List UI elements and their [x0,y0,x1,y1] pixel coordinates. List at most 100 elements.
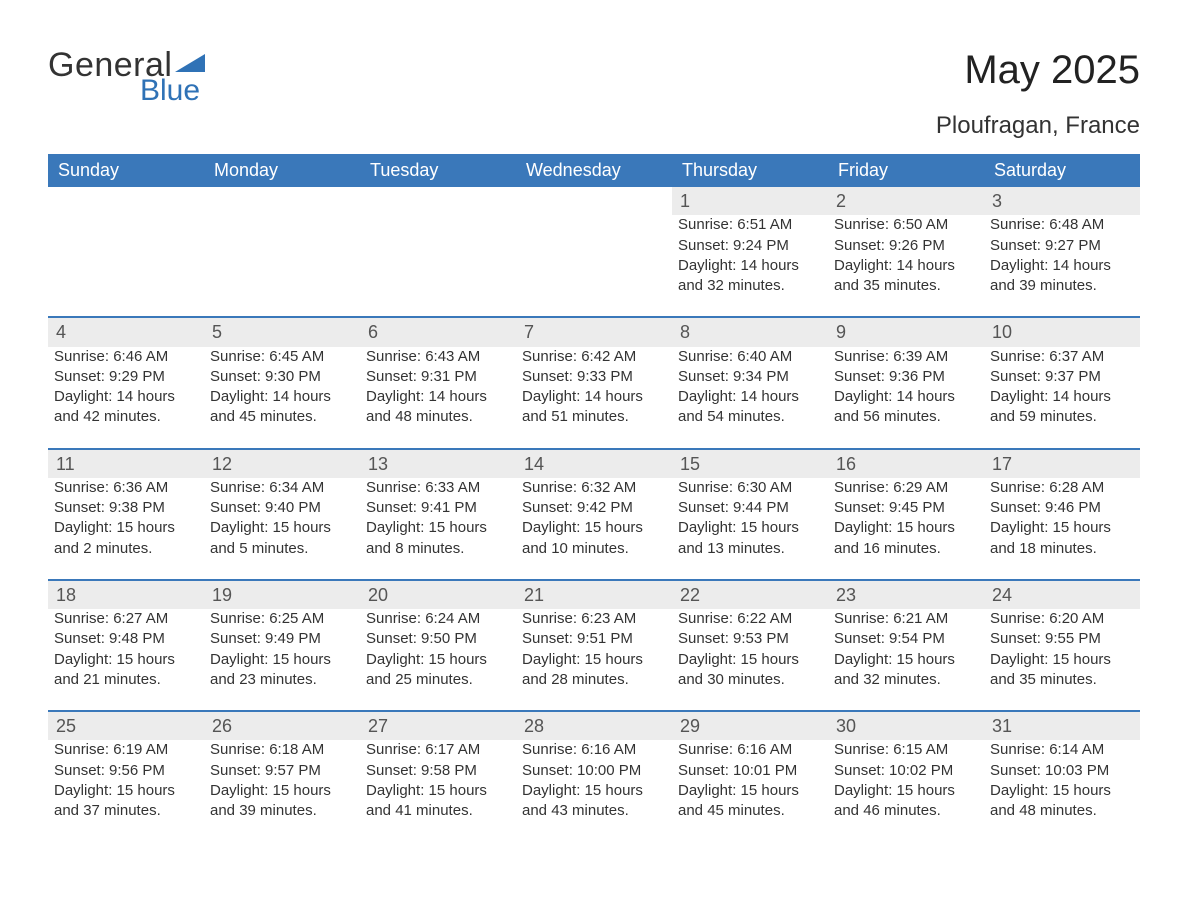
sunset-text: Sunset: 9:36 PM [834,367,978,387]
day2-text: and 16 minutes. [834,539,978,559]
sunset-text: Sunset: 9:31 PM [366,367,510,387]
day1-text: Daylight: 14 hours [210,387,354,407]
day-number-cell: 28 [516,711,672,740]
col-saturday: Saturday [984,154,1140,187]
sunset-text: Sunset: 9:41 PM [366,498,510,518]
day-detail-cell: Sunrise: 6:14 AMSunset: 10:03 PMDaylight… [984,740,1140,841]
sunrise-text: Sunrise: 6:28 AM [990,478,1134,498]
day1-text: Daylight: 15 hours [678,781,822,801]
day-detail-cell: Sunrise: 6:16 AMSunset: 10:01 PMDaylight… [672,740,828,841]
day1-text: Daylight: 15 hours [678,518,822,538]
day-number-cell: 27 [360,711,516,740]
day2-text: and 56 minutes. [834,407,978,427]
day-detail-cell: Sunrise: 6:21 AMSunset: 9:54 PMDaylight:… [828,609,984,711]
day1-text: Daylight: 15 hours [210,781,354,801]
col-friday: Friday [828,154,984,187]
day2-text: and 41 minutes. [366,801,510,821]
day-number-cell: 4 [48,317,204,346]
day-number-cell [48,187,204,215]
day1-text: Daylight: 14 hours [678,256,822,276]
day2-text: and 5 minutes. [210,539,354,559]
day-detail-cell: Sunrise: 6:51 AMSunset: 9:24 PMDaylight:… [672,215,828,317]
day2-text: and 42 minutes. [54,407,198,427]
day-number-cell: 20 [360,580,516,609]
day-detail-cell: Sunrise: 6:29 AMSunset: 9:45 PMDaylight:… [828,478,984,580]
day-number-row: 25262728293031 [48,711,1140,740]
day2-text: and 39 minutes. [210,801,354,821]
col-wednesday: Wednesday [516,154,672,187]
day-detail-cell: Sunrise: 6:18 AMSunset: 9:57 PMDaylight:… [204,740,360,841]
sunset-text: Sunset: 9:27 PM [990,236,1134,256]
sunrise-text: Sunrise: 6:39 AM [834,347,978,367]
day1-text: Daylight: 15 hours [54,650,198,670]
day-number-cell: 21 [516,580,672,609]
day-detail-row: Sunrise: 6:46 AMSunset: 9:29 PM Daylight:… [48,347,1140,449]
sunset-text: Sunset: 9:56 PM [54,761,198,781]
day-detail-row: Sunrise: 6:27 AMSunset: 9:48 PMDaylight:… [48,609,1140,711]
day-detail-cell: Sunrise: 6:16 AMSunset: 10:00 PMDaylight… [516,740,672,841]
day-detail-cell: Sunrise: 6:32 AMSunset: 9:42 PMDaylight:… [516,478,672,580]
day-detail-row: Sunrise: 6:19 AMSunset: 9:56 PMDaylight:… [48,740,1140,841]
day1-text: Daylight: 14 hours [366,387,510,407]
day-detail-cell [516,215,672,317]
day2-text: and 59 minutes. [990,407,1134,427]
sunset-text: Sunset: 10:00 PM [522,761,666,781]
sunrise-text: Sunrise: 6:46 AM [54,347,198,367]
day-detail-cell [360,215,516,317]
sunrise-text: Sunrise: 6:36 AM [54,478,198,498]
day2-text: and 32 minutes. [678,276,822,296]
day1-text: Daylight: 14 hours [522,387,666,407]
sunset-text: Sunset: 9:26 PM [834,236,978,256]
sunrise-text: Sunrise: 6:42 AM [522,347,666,367]
day-detail-cell: Sunrise: 6:46 AMSunset: 9:29 PMDaylight:… [48,347,204,449]
day1-text: Daylight: 15 hours [366,650,510,670]
day1-text: Daylight: 15 hours [210,518,354,538]
day2-text: and 8 minutes. [366,539,510,559]
day2-text: and 10 minutes. [522,539,666,559]
day-number-cell: 25 [48,711,204,740]
day-number-cell: 12 [204,449,360,478]
day2-text: and 48 minutes. [990,801,1134,821]
day-number-cell: 14 [516,449,672,478]
day-number-cell: 1 [672,187,828,215]
day-number-row: 11121314151617 [48,449,1140,478]
day1-text: Daylight: 15 hours [990,781,1134,801]
day1-text: Daylight: 15 hours [678,650,822,670]
day2-text: and 46 minutes. [834,801,978,821]
sunset-text: Sunset: 10:01 PM [678,761,822,781]
day1-text: Daylight: 15 hours [366,781,510,801]
day-detail-cell: Sunrise: 6:39 AMSunset: 9:36 PMDaylight:… [828,347,984,449]
sunset-text: Sunset: 9:50 PM [366,629,510,649]
day2-text: and 45 minutes. [678,801,822,821]
calendar-table: Sunday Monday Tuesday Wednesday Thursday… [48,154,1140,841]
day1-text: Daylight: 15 hours [834,518,978,538]
day-number-cell: 19 [204,580,360,609]
day-detail-cell: Sunrise: 6:50 AMSunset: 9:26 PMDaylight:… [828,215,984,317]
day-detail-cell: Sunrise: 6:42 AMSunset: 9:33 PMDaylight:… [516,347,672,449]
sunrise-text: Sunrise: 6:43 AM [366,347,510,367]
sunrise-text: Sunrise: 6:29 AM [834,478,978,498]
sunset-text: Sunset: 9:48 PM [54,629,198,649]
day-detail-cell: Sunrise: 6:33 AMSunset: 9:41 PMDaylight:… [360,478,516,580]
sunset-text: Sunset: 9:29 PM [54,367,198,387]
sunrise-text: Sunrise: 6:18 AM [210,740,354,760]
sunrise-text: Sunrise: 6:25 AM [210,609,354,629]
sunrise-text: Sunrise: 6:27 AM [54,609,198,629]
day-number-cell [204,187,360,215]
sunset-text: Sunset: 9:34 PM [678,367,822,387]
sunrise-text: Sunrise: 6:15 AM [834,740,978,760]
sunset-text: Sunset: 9:24 PM [678,236,822,256]
day2-text: and 39 minutes. [990,276,1134,296]
day2-text: and 37 minutes. [54,801,198,821]
logo: General Blue [48,48,205,106]
day1-text: Daylight: 15 hours [990,518,1134,538]
day-detail-cell: Sunrise: 6:25 AMSunset: 9:49 PMDaylight:… [204,609,360,711]
day1-text: Daylight: 15 hours [366,518,510,538]
day-number-row: 18192021222324 [48,580,1140,609]
day2-text: and 18 minutes. [990,539,1134,559]
day-detail-cell: Sunrise: 6:43 AMSunset: 9:31 PMDaylight:… [360,347,516,449]
day-detail-cell: Sunrise: 6:22 AMSunset: 9:53 PMDaylight:… [672,609,828,711]
col-sunday: Sunday [48,154,204,187]
day1-text: Daylight: 15 hours [54,781,198,801]
day-detail-cell: Sunrise: 6:48 AMSunset: 9:27 PMDaylight:… [984,215,1140,317]
